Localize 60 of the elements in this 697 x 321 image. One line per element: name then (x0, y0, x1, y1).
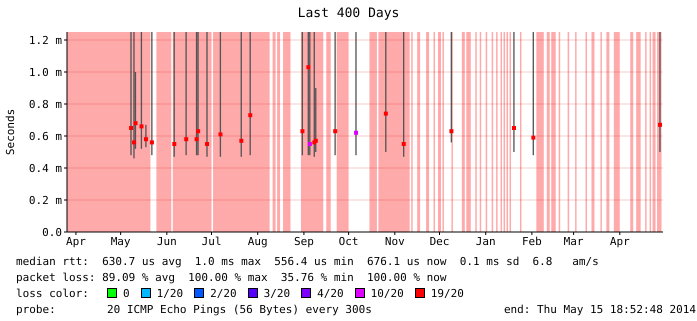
x-tick-label: Jul (202, 234, 222, 248)
x-tick-label: Aug (248, 234, 268, 248)
point (402, 142, 406, 146)
x-tick-label: Dec (430, 234, 450, 248)
x-tick-label: Jan (476, 234, 496, 248)
y-axis-title: Seconds (4, 108, 17, 156)
x-tick-label: Feb (522, 234, 542, 248)
point (308, 142, 312, 146)
point (196, 129, 200, 134)
point (184, 137, 188, 142)
point (134, 121, 138, 126)
point (205, 142, 210, 146)
x-tick-label: Sep (294, 234, 314, 248)
point (150, 140, 154, 144)
y-tick-label: 0.6 m (28, 130, 62, 143)
point (384, 112, 388, 116)
x-tick-label: Jun (156, 234, 177, 248)
text: 4/20 (317, 286, 344, 300)
x-tick-label: Oct (338, 234, 359, 248)
text: 1/20 (156, 286, 184, 300)
text: 3/20 (264, 286, 290, 300)
point (172, 142, 176, 146)
text: end: Thu May 15 18:52:48 2014 (504, 302, 696, 316)
point (218, 132, 222, 136)
point (248, 113, 252, 118)
x-tick-label: Apr (610, 234, 630, 248)
point (512, 126, 516, 130)
y-tick-label: 0.4 m (28, 162, 62, 175)
y-tick-label: 0.8 m (28, 98, 62, 111)
point (129, 126, 134, 130)
y-tick-label: 0.2 m (28, 194, 62, 207)
text: 0 (123, 286, 130, 300)
point (132, 140, 136, 144)
point (658, 122, 662, 127)
text: 2/20 (210, 286, 237, 300)
text: 19/20 (430, 286, 464, 300)
point (449, 129, 454, 134)
x-tick-label: May (110, 234, 131, 248)
point (306, 65, 310, 70)
point (333, 129, 338, 134)
y-tick-label: 1.2 m (28, 34, 62, 47)
chart-title: Last 400 Days (296, 6, 400, 21)
text: probe: (16, 302, 57, 316)
point (354, 130, 358, 135)
point (300, 129, 304, 134)
y-tick-label: 1.0 m (28, 66, 62, 79)
point (144, 137, 148, 142)
text: packet loss: 89.09 % avg 100.00 % max 35.76 % min 100.00 % now (16, 270, 448, 285)
text: loss color: (16, 286, 90, 300)
point (239, 138, 244, 143)
x-tick-label: Nov (384, 234, 406, 248)
point (140, 124, 144, 128)
x-tick-label: Apr (66, 234, 86, 248)
text: 20 ICMP Echo Pings (56 Bytes) every 300s (107, 302, 372, 316)
x-tick-label: Mar (564, 234, 584, 248)
point (531, 136, 536, 140)
point (194, 137, 199, 142)
text: median rtt: 630.7 us avg 1.0 ms max 556.4 us min 676.1 us now 0.1 ms sd 6.8 am/s (16, 254, 600, 269)
y-tick-label: 0.0 (42, 226, 62, 239)
text: 10/20 (370, 286, 404, 300)
